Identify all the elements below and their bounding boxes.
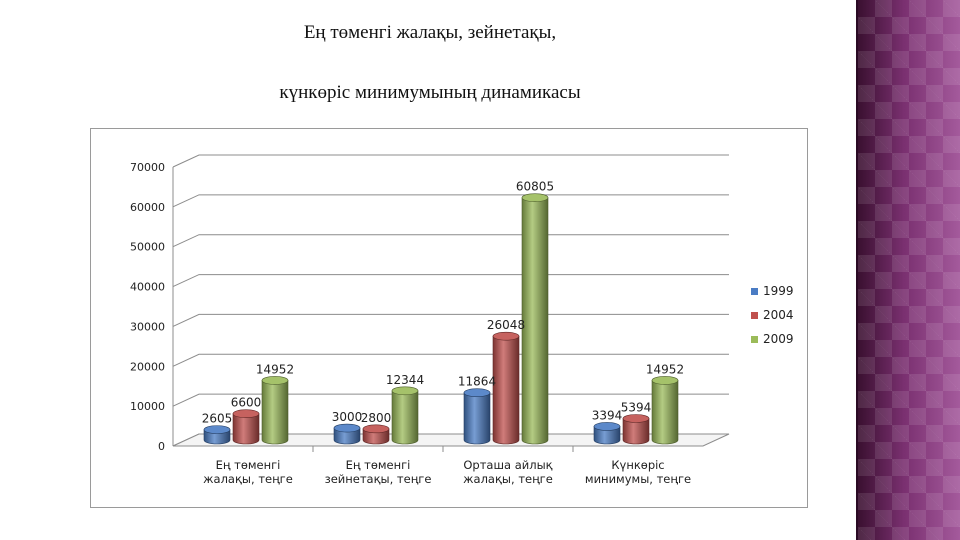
slide-title-line-2: күнкөріс минимумының динамикасы bbox=[279, 82, 581, 103]
bar-2009-2 bbox=[521, 193, 549, 445]
data-label: 6600 bbox=[231, 396, 262, 410]
y-tick-label: 20000 bbox=[130, 360, 165, 373]
x-category-label: зейнетақы, теңге bbox=[325, 472, 432, 486]
bar-body bbox=[232, 413, 260, 445]
bar-body bbox=[391, 390, 419, 445]
bar-top bbox=[492, 331, 520, 341]
data-label: 12344 bbox=[386, 373, 424, 387]
bar-top bbox=[261, 376, 289, 385]
data-label: 60805 bbox=[516, 180, 554, 194]
bar-body bbox=[622, 418, 650, 445]
bar-top bbox=[463, 388, 491, 398]
gridline bbox=[172, 353, 729, 367]
data-label: 5394 bbox=[621, 401, 652, 415]
data-label: 3394 bbox=[592, 408, 623, 422]
bar-1999-0 bbox=[203, 425, 231, 445]
decorative-side-panel bbox=[858, 0, 960, 540]
gridline bbox=[172, 194, 729, 208]
bar-1999-1 bbox=[333, 423, 361, 445]
bar-2009-1 bbox=[391, 386, 419, 445]
bar-2004-1 bbox=[362, 424, 390, 445]
x-category-label: Ең төменгі bbox=[346, 458, 411, 472]
slide-title-line-1: Ең төменгі жалақы, зейнетақы, bbox=[303, 22, 557, 43]
gridline bbox=[172, 313, 729, 327]
bar-body bbox=[492, 335, 520, 445]
bar-body bbox=[593, 426, 621, 445]
data-label: 14952 bbox=[646, 362, 684, 376]
y-tick-label: 40000 bbox=[130, 281, 165, 294]
bar-top bbox=[391, 386, 419, 396]
x-category-label: Күнкөріс bbox=[611, 458, 664, 472]
data-label: 26048 bbox=[487, 318, 525, 332]
gridline bbox=[172, 274, 729, 288]
legend-label: 2004 bbox=[763, 308, 794, 322]
data-label: 2605 bbox=[202, 412, 233, 426]
gridline bbox=[172, 234, 729, 248]
chart-frame: 2605 6600 14952 3000 2800 12344 11864 26048 6080… bbox=[90, 128, 808, 508]
bar-top bbox=[232, 409, 260, 418]
data-label: 3000 bbox=[332, 410, 363, 424]
y-tick-label: 30000 bbox=[130, 320, 165, 333]
legend-label: 2009 bbox=[763, 332, 794, 346]
bar-2009-0 bbox=[261, 376, 289, 445]
bar-top bbox=[203, 425, 231, 434]
bar-top bbox=[362, 424, 390, 434]
bar-top bbox=[521, 193, 549, 202]
y-tick-label: 10000 bbox=[130, 400, 165, 413]
legend-label: 1999 bbox=[763, 284, 794, 298]
legend-swatch-2004 bbox=[751, 312, 758, 319]
bar-2004-3 bbox=[622, 414, 650, 445]
bar-1999-3 bbox=[593, 422, 621, 445]
y-tick-label: 50000 bbox=[130, 241, 165, 254]
bar-top bbox=[593, 422, 621, 431]
y-tick-label: 0 bbox=[158, 440, 165, 453]
x-category-label: минимумы, теңге bbox=[585, 472, 691, 486]
bar-body bbox=[521, 197, 549, 445]
x-category-label: Орташа айлық bbox=[463, 458, 552, 472]
x-category-label: жалақы, теңге bbox=[203, 472, 293, 486]
bar-top bbox=[651, 376, 679, 385]
bar-top bbox=[622, 414, 650, 423]
y-tick-label: 60000 bbox=[130, 201, 165, 214]
data-label: 2800 bbox=[361, 411, 392, 425]
bar-body bbox=[333, 427, 361, 445]
bar-2004-0 bbox=[232, 409, 260, 445]
x-category-label: Ең төменгі bbox=[216, 458, 281, 472]
gridline bbox=[172, 154, 729, 168]
y-tick-label: 70000 bbox=[130, 161, 165, 174]
bar-body bbox=[261, 380, 289, 445]
x-category-label: жалақы, теңге bbox=[463, 472, 553, 486]
data-label: 11864 bbox=[458, 375, 496, 389]
bar-2009-3 bbox=[651, 376, 679, 445]
bar-2004-2 bbox=[492, 331, 520, 445]
bar-top bbox=[333, 423, 361, 433]
data-label: 14952 bbox=[256, 362, 294, 376]
bar-body bbox=[651, 380, 679, 445]
bar-body bbox=[463, 392, 491, 445]
bar-1999-2 bbox=[463, 388, 491, 445]
bar-body bbox=[362, 428, 390, 445]
chart-floor bbox=[172, 433, 730, 447]
legend-swatch-1999 bbox=[751, 288, 758, 295]
gridline bbox=[172, 393, 729, 407]
legend-swatch-2009 bbox=[751, 336, 758, 343]
